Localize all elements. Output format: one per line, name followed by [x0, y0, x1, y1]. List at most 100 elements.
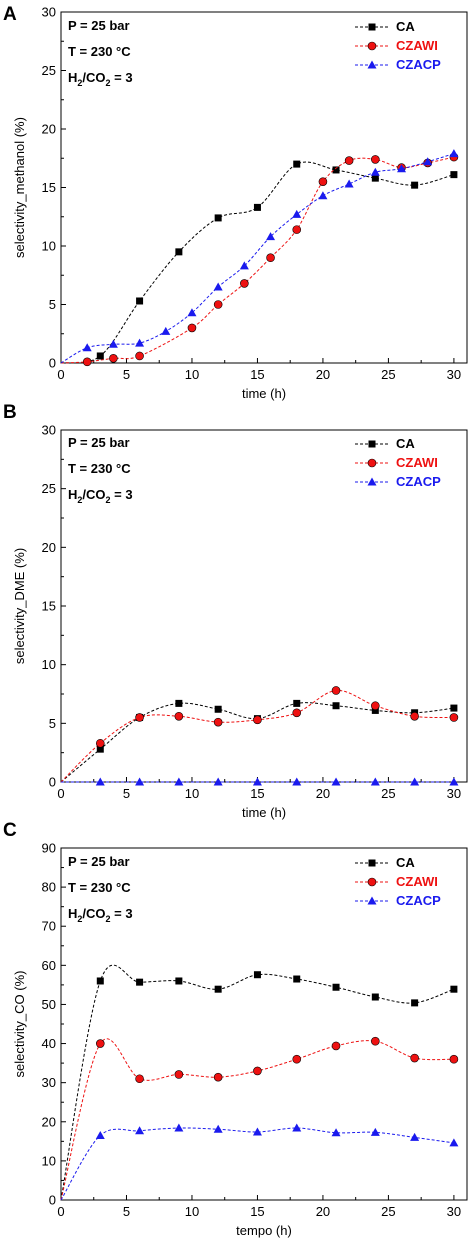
y-tick-label: 20	[42, 540, 56, 555]
y-axis-label: selectivity_DME (%)	[12, 548, 27, 664]
data-point	[187, 308, 197, 317]
x-tick-label: 5	[123, 786, 130, 801]
y-tick-label: 50	[42, 997, 56, 1012]
data-point	[449, 777, 459, 786]
y-axis-label: selectivity_methanol (%)	[12, 117, 27, 258]
data-point	[292, 777, 302, 786]
legend-item-czawi: CZAWI	[355, 874, 438, 889]
series-czawi	[60, 152, 459, 367]
data-point	[293, 975, 301, 983]
data-point	[449, 149, 459, 158]
data-point	[135, 351, 144, 361]
data-point	[135, 1074, 144, 1084]
data-point	[371, 993, 379, 1001]
data-point	[344, 156, 354, 165]
data-point	[213, 1124, 223, 1133]
legend-item-czacp: CZACP	[355, 893, 441, 908]
data-point	[175, 977, 183, 985]
series-czacp	[60, 1123, 459, 1201]
legend-marker	[368, 23, 376, 31]
data-point	[370, 167, 380, 176]
data-point	[449, 713, 459, 722]
panel-b: B 0 5 10 15 20 25 30 0 5 10 15 20 25 30 time (h) select…	[3, 402, 468, 820]
legend-label: CA	[396, 19, 415, 34]
data-point	[135, 777, 145, 786]
legend-item-czawi: CZAWI	[355, 455, 438, 470]
series-line	[60, 689, 454, 783]
x-tick-label: 10	[185, 367, 199, 382]
legend-item-czawi: CZAWI	[355, 38, 438, 53]
legend-label: CZAWI	[396, 38, 438, 53]
ratio-label: H2/CO2 = 3	[68, 70, 133, 88]
legend-item-ca: CA	[355, 855, 415, 870]
y-tick-label: 5	[49, 716, 56, 731]
legend-item-ca: CA	[355, 19, 415, 34]
x-tick-label: 10	[185, 1204, 199, 1219]
data-point	[371, 1036, 380, 1046]
data-point	[239, 261, 249, 270]
data-point	[214, 985, 222, 993]
y-axis-label: selectivity_CO (%)	[12, 971, 27, 1078]
y-tick-label: 15	[42, 180, 56, 195]
x-tick-label: 20	[316, 367, 330, 382]
data-point	[214, 705, 222, 713]
data-point	[213, 777, 223, 786]
data-point	[397, 164, 407, 173]
series-czacp	[61, 777, 459, 786]
x-axis-label: tempo (h)	[236, 1223, 292, 1238]
legend-marker	[367, 877, 377, 887]
legend: CA CZAWI CZACP	[355, 19, 441, 72]
data-point	[332, 983, 340, 991]
data-point	[253, 1066, 262, 1076]
series-czacp	[60, 149, 459, 364]
y-tick-label: 60	[42, 958, 56, 973]
data-point	[187, 323, 197, 333]
data-point	[318, 177, 328, 186]
x-tick-label: 30	[447, 1204, 461, 1219]
legend-item-czacp: CZACP	[355, 57, 441, 72]
data-point	[370, 777, 380, 786]
data-point	[213, 1072, 223, 1082]
data-point	[135, 1126, 145, 1135]
y-tick-label: 80	[42, 880, 56, 895]
y-tick-label: 25	[42, 63, 56, 78]
x-tick-label: 20	[316, 1204, 330, 1219]
x-tick-label: 20	[316, 786, 330, 801]
y-tick-label: 20	[42, 1114, 56, 1129]
legend-label: CZAWI	[396, 455, 438, 470]
data-point	[450, 171, 458, 179]
legend-item-czacp: CZACP	[355, 474, 441, 489]
y-tick-label: 30	[42, 1075, 56, 1090]
x-tick-label: 5	[123, 1204, 130, 1219]
pressure-label: P = 25 bar	[68, 18, 130, 33]
series-line	[60, 1127, 454, 1201]
x-axis-label: time (h)	[242, 805, 286, 820]
data-point	[332, 166, 340, 174]
data-point	[344, 179, 354, 188]
series-czawi	[60, 1036, 459, 1201]
plot-area: 0 5 10 15 20 25 30 0 10 20 30 40 50 60 70 80 90 tempo (h)…	[12, 841, 468, 1238]
conditions-block: P = 25 bar T = 230 °C H2/CO2 = 3	[68, 854, 133, 924]
y-tick-label: 0	[49, 775, 56, 790]
series-line	[60, 156, 455, 364]
data-point	[411, 181, 419, 189]
data-point	[252, 1127, 262, 1136]
data-point	[135, 338, 145, 347]
legend: CA CZAWI CZACP	[355, 855, 441, 908]
data-point	[449, 1054, 459, 1064]
legend-marker	[367, 60, 377, 69]
legend-marker	[367, 896, 377, 905]
x-tick-label: 15	[250, 367, 264, 382]
data-point	[174, 1123, 184, 1132]
x-axis-label: time (h)	[242, 386, 286, 401]
plot-area: 0 5 10 15 20 25 30 0 5 10 15 20 25 30 time (h) selectiv…	[12, 5, 468, 401]
legend-marker	[368, 859, 376, 867]
data-point	[266, 232, 276, 241]
data-point	[292, 1054, 302, 1064]
data-point	[410, 1132, 420, 1141]
data-point	[410, 777, 420, 786]
x-tick-label: 15	[250, 786, 264, 801]
data-point	[174, 777, 184, 786]
legend-label: CZAWI	[396, 874, 438, 889]
y-tick-label: 40	[42, 1036, 56, 1051]
